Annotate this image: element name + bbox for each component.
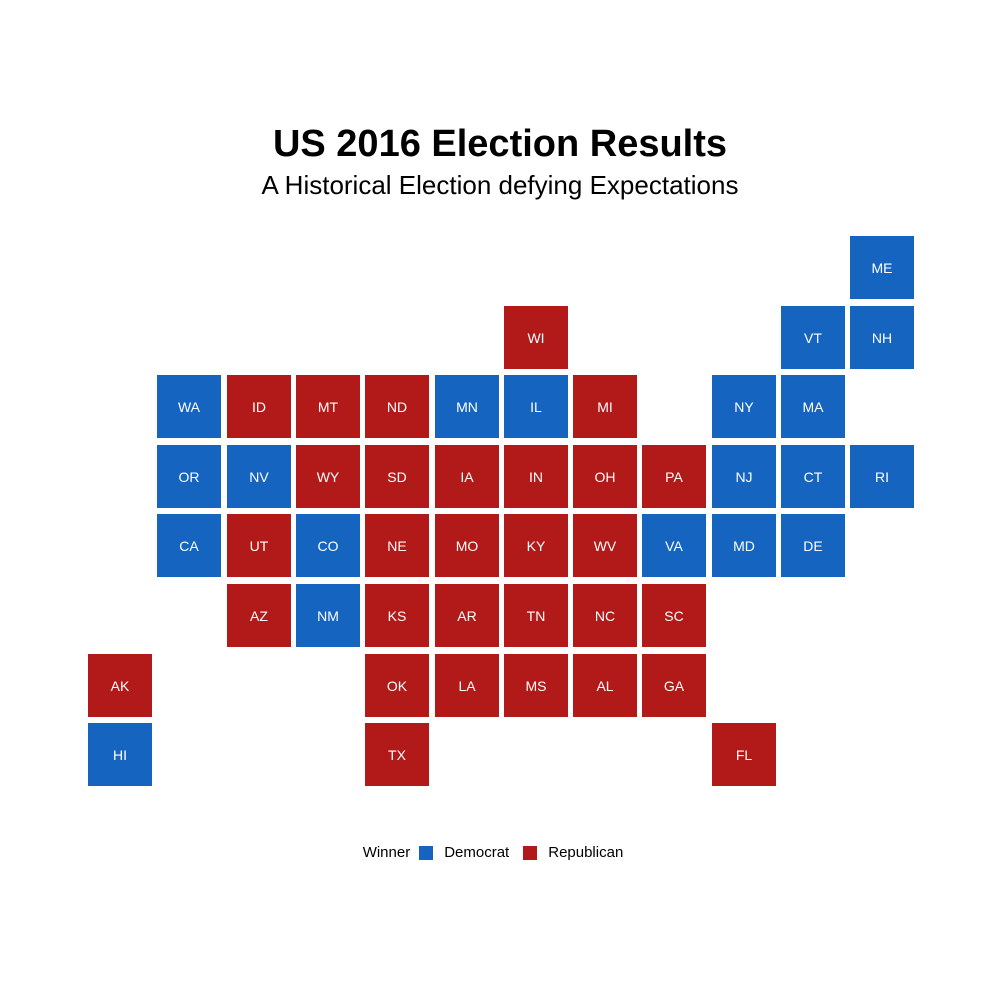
state-tile-la: LA	[435, 654, 499, 717]
state-tile-wi: WI	[504, 306, 568, 369]
state-tile-de: DE	[781, 514, 845, 577]
state-tile-nj: NJ	[712, 445, 776, 508]
state-tile-ky: KY	[504, 514, 568, 577]
state-tile-ga: GA	[642, 654, 706, 717]
legend-item-democrat: Democrat	[419, 844, 509, 861]
map-title: US 2016 Election Results	[272, 123, 728, 165]
legend-swatch-democrat	[419, 845, 434, 860]
state-tile-hi: HI	[88, 723, 152, 786]
state-tile-ct: CT	[781, 445, 845, 508]
state-tile-mo: MO	[435, 514, 499, 577]
state-tile-nh: NH	[850, 306, 914, 369]
state-tile-nc: NC	[573, 584, 637, 647]
state-tile-va: VA	[642, 514, 706, 577]
legend-title: Winner	[362, 844, 411, 861]
state-tile-ma: MA	[781, 375, 845, 438]
state-tile-nm: NM	[296, 584, 360, 647]
state-tile-sc: SC	[642, 584, 706, 647]
state-tile-ut: UT	[227, 514, 291, 577]
state-tile-in: IN	[504, 445, 568, 508]
state-tile-ar: AR	[435, 584, 499, 647]
state-tile-ok: OK	[365, 654, 429, 717]
state-tile-mt: MT	[296, 375, 360, 438]
state-tile-ms: MS	[504, 654, 568, 717]
state-tile-me: ME	[850, 236, 914, 299]
state-tile-ne: NE	[365, 514, 429, 577]
state-tile-mn: MN	[435, 375, 499, 438]
state-tile-ny: NY	[712, 375, 776, 438]
state-tile-ak: AK	[88, 654, 152, 717]
state-tile-wy: WY	[296, 445, 360, 508]
state-tile-md: MD	[712, 514, 776, 577]
state-tile-ks: KS	[365, 584, 429, 647]
map-subtitle: A Historical Election defying Expectatio…	[261, 170, 739, 200]
state-tile-or: OR	[157, 445, 221, 508]
state-tile-wv: WV	[573, 514, 637, 577]
state-tile-ca: CA	[157, 514, 221, 577]
state-tile-nv: NV	[227, 445, 291, 508]
state-tile-id: ID	[227, 375, 291, 438]
state-tile-fl: FL	[712, 723, 776, 786]
state-tile-ri: RI	[850, 445, 914, 508]
state-tile-co: CO	[296, 514, 360, 577]
legend-swatch-republican	[523, 845, 538, 860]
state-tile-nd: ND	[365, 375, 429, 438]
state-tile-ia: IA	[435, 445, 499, 508]
state-tile-il: IL	[504, 375, 568, 438]
state-tile-az: AZ	[227, 584, 291, 647]
state-tile-pa: PA	[642, 445, 706, 508]
legend: Winner Democrat Republican	[0, 844, 1000, 861]
state-tile-tx: TX	[365, 723, 429, 786]
state-tile-al: AL	[573, 654, 637, 717]
legend-label-republican: Republican	[548, 844, 624, 861]
state-tile-wa: WA	[157, 375, 221, 438]
state-tile-vt: VT	[781, 306, 845, 369]
state-tile-mi: MI	[573, 375, 637, 438]
legend-item-republican: Republican	[523, 844, 623, 861]
state-tile-oh: OH	[573, 445, 637, 508]
state-tile-sd: SD	[365, 445, 429, 508]
legend-label-democrat: Democrat	[444, 844, 510, 861]
state-tile-tn: TN	[504, 584, 568, 647]
